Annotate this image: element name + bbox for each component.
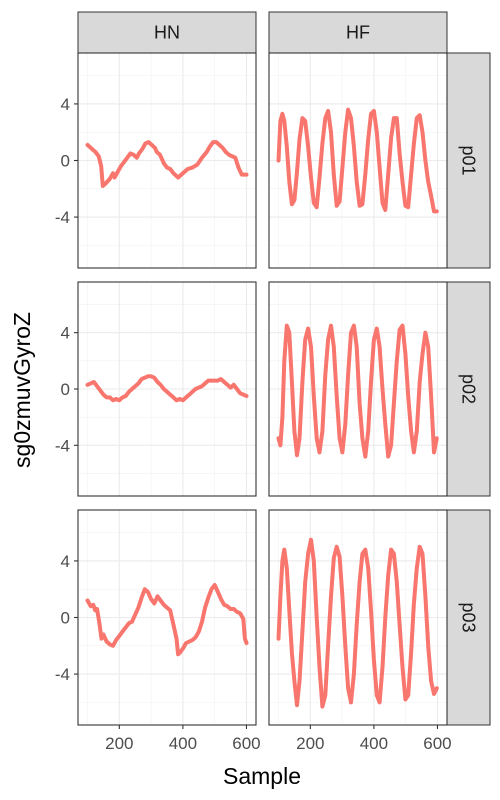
y-axis-title: sg0zmuvGyroZ [9, 312, 35, 468]
y-tick-label: 4 [61, 552, 70, 571]
x-axis-title: Sample [223, 763, 301, 789]
row-strip-label: p03 [459, 602, 479, 632]
y-tick-label: 0 [61, 380, 70, 399]
column-strip-HF [268, 11, 448, 54]
series-line [85, 374, 249, 403]
x-tick-label: 200 [296, 734, 324, 753]
column-strip-HN [77, 11, 257, 54]
column-strip-label: HF [346, 23, 370, 43]
panel-p02-HF [268, 281, 448, 497]
panel-p03-HN: 4 0 -4 200 400 600 [55, 509, 261, 753]
y-tick-label: 4 [61, 95, 70, 114]
y-tick-label: 0 [61, 152, 70, 171]
panel-border [268, 509, 448, 726]
row-strip-p01 [446, 52, 491, 269]
row-strip-p03 [446, 509, 491, 726]
panel-border [268, 52, 448, 269]
panel-border [268, 281, 448, 497]
y-tick-label: -4 [55, 665, 70, 684]
series-line [85, 140, 249, 188]
y-tick-label: -4 [55, 436, 70, 455]
panels-layer: HN HF p01 p02 p03 4 0 -4 4 0 -4 4 0 -4 200 400 600 200 400… [55, 11, 491, 753]
panel-p01-HN: 4 0 -4 [55, 52, 257, 269]
y-tick-label: 4 [61, 324, 70, 343]
x-tick-label: 400 [360, 734, 388, 753]
column-strip-label: HN [154, 23, 180, 43]
series-line [276, 323, 439, 459]
row-strip-p02 [446, 281, 491, 497]
x-tick-label: 400 [169, 734, 197, 753]
row-strip-label: p02 [459, 374, 479, 404]
panel-p03-HF: 200 400 600 [268, 509, 452, 753]
panel-p02-HN: 4 0 -4 [55, 281, 257, 497]
series-line [276, 537, 439, 709]
x-tick-label: 600 [423, 734, 451, 753]
series-line [276, 107, 439, 214]
row-strip-label: p01 [459, 145, 479, 175]
x-tick-label: 200 [105, 734, 133, 753]
y-tick-label: 0 [61, 609, 70, 628]
panel-p01-HF [268, 52, 448, 269]
y-tick-label: -4 [55, 208, 70, 227]
series-line [85, 583, 249, 657]
x-tick-label: 600 [232, 734, 260, 753]
